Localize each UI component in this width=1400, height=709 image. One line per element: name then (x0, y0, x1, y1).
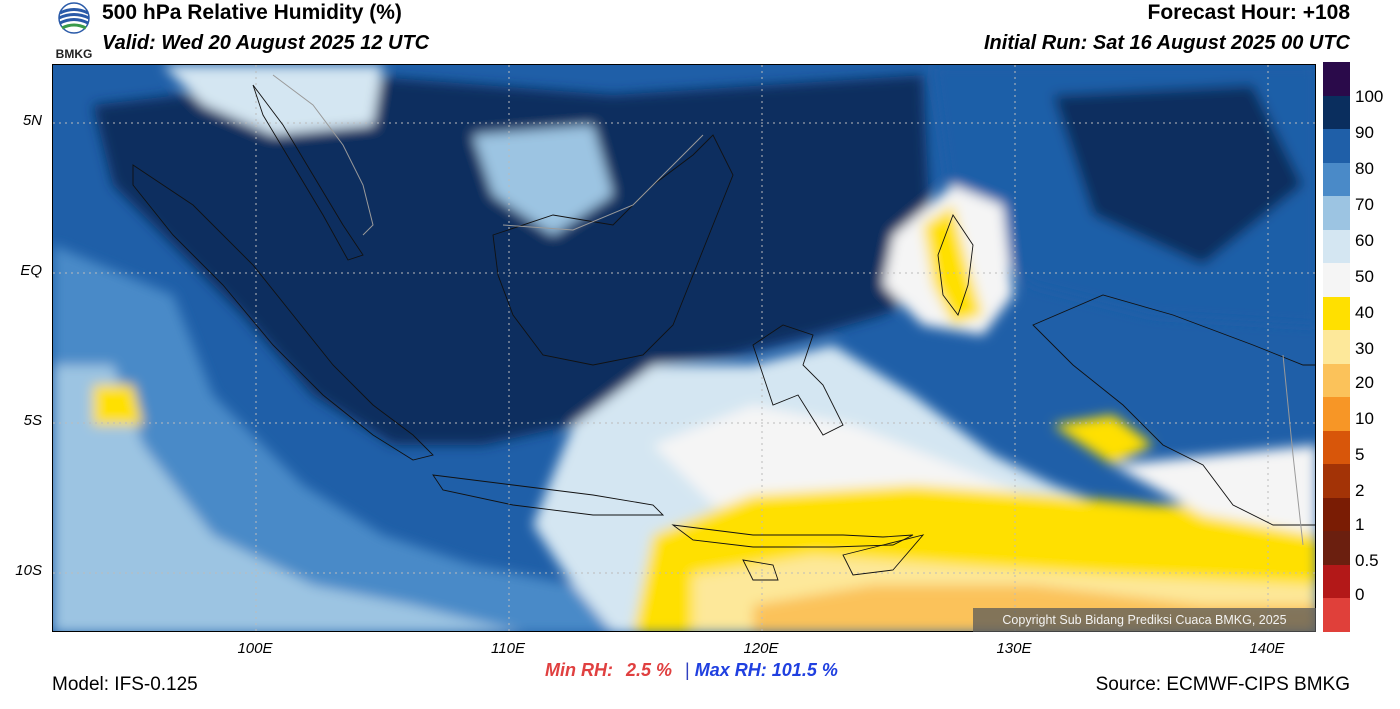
cbar-label: 80 (1355, 159, 1374, 178)
sulawesi-coast (752, 324, 844, 436)
cbar-label: 5 (1355, 445, 1365, 464)
colorbar-segment (1323, 62, 1350, 97)
colorbar-segment (1323, 397, 1350, 432)
colorbar-segment (1323, 95, 1350, 130)
map-title: 500 hPa Relative Humidity (%) (102, 1, 402, 24)
max-rh-label: Max RH: (694, 660, 767, 680)
lon-label-110e: 110E (491, 640, 525, 657)
rh-band-40-arafura (1113, 445, 1315, 535)
humidity-map (52, 64, 1316, 632)
min-rh-value: 2.5 % (626, 660, 673, 680)
copyright-notice: Copyright Sub Bidang Prediksi Cuaca BMKG… (973, 608, 1316, 632)
colorbar (1323, 62, 1350, 633)
colorbar-segment (1323, 363, 1350, 398)
malaya-coast (252, 84, 364, 261)
lon-label-140e: 140E (1249, 640, 1285, 657)
cbar-label: 1 (1355, 515, 1365, 534)
rh-band-50-nw (163, 65, 383, 135)
lon-label-100e: 100E (237, 640, 273, 657)
lat-label-eq: EQ (20, 262, 42, 279)
sumatra-coast (132, 164, 434, 461)
logo-text: BMKG (56, 47, 93, 60)
cbar-label: 100 (1355, 87, 1384, 106)
rh-band-30-banda (1053, 415, 1153, 465)
cbar-label: 20 (1355, 373, 1374, 392)
graticule (53, 65, 1315, 631)
data-source: Source: ECMWF-CIPS BMKG (1095, 674, 1350, 695)
colorbar-segment (1323, 464, 1350, 499)
rh-dry-halmahera-inner (923, 205, 983, 325)
rh-minmax: Min RH: 2.5 % | Max RH: 101.5 % (545, 660, 838, 681)
newguinea-coast (1032, 294, 1315, 526)
cbar-label: 60 (1355, 231, 1374, 250)
rh-band-60-scs (473, 125, 613, 235)
colorbar-segment (1323, 330, 1350, 365)
java-coast (432, 474, 665, 516)
lon-label-120e: 120E (743, 640, 779, 657)
map-canvas (53, 65, 1315, 631)
bmkg-logo: BMKG (52, 2, 100, 61)
colorbar-segment (1323, 430, 1350, 465)
cbar-label: 0 (1355, 585, 1365, 604)
valid-time: Valid: Wed 20 August 2025 12 UTC (102, 32, 430, 54)
halmahera-coast (937, 214, 974, 316)
minmax-separator: | (685, 660, 690, 680)
rh-band-30-west (93, 385, 143, 425)
coastlines (132, 84, 1315, 581)
lat-label-10s: 10S (15, 562, 42, 579)
cbar-label: 0.5 (1355, 551, 1379, 570)
lat-label-5n: 5N (22, 112, 42, 129)
cbar-label: 70 (1355, 195, 1374, 214)
colorbar-segment (1323, 564, 1350, 599)
borders (272, 74, 1304, 546)
cbar-label: 30 (1355, 339, 1374, 358)
min-rh-label: Min RH: (545, 660, 613, 680)
colorbar-segment (1323, 531, 1350, 566)
colorbar-segment (1323, 162, 1350, 197)
cbar-label: 90 (1355, 123, 1374, 142)
cbar-label: 10 (1355, 409, 1374, 428)
forecast-hour: Forecast Hour: +108 (1147, 1, 1351, 24)
colorbar-segment (1323, 598, 1350, 633)
colorbar-segment (1323, 497, 1350, 532)
nusa-tenggara-coast (671, 524, 914, 548)
colorbar-segment (1323, 229, 1350, 264)
model-name: Model: IFS-0.125 (52, 674, 198, 695)
timor-coast (842, 534, 925, 576)
colorbar-segment (1323, 296, 1350, 331)
colorbar-segment (1323, 196, 1350, 231)
cbar-label: 50 (1355, 267, 1374, 286)
initial-run: Initial Run: Sat 16 August 2025 00 UTC (983, 32, 1350, 54)
colorbar-segment (1323, 129, 1350, 164)
max-rh-value: 101.5 % (771, 660, 838, 680)
lon-label-130e: 130E (996, 640, 1032, 657)
rh-band-90 (93, 75, 933, 445)
colorbar-segment (1323, 263, 1350, 298)
cbar-label: 40 (1355, 303, 1374, 322)
rh-band-60 (53, 365, 516, 631)
sumba-coast (742, 559, 779, 581)
cbar-label: 2 (1355, 481, 1365, 500)
lat-label-5s: 5S (23, 412, 42, 429)
rh-band-90-pacific (1053, 85, 1303, 265)
